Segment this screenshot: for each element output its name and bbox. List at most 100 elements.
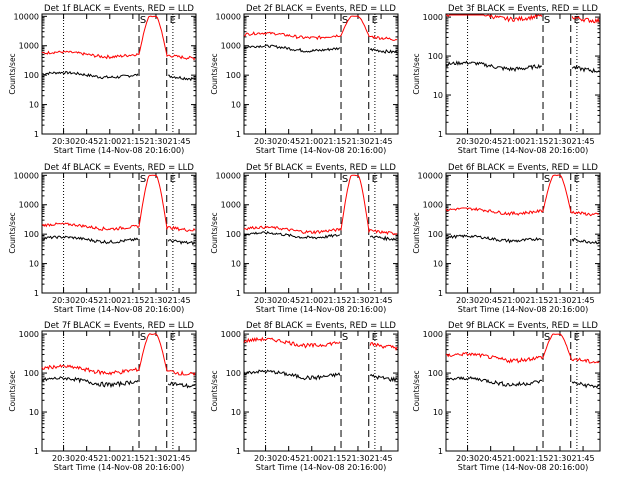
x-tick-label: 21:15: [121, 454, 144, 463]
x-tick-label: 21:15: [525, 296, 548, 305]
x-tick-label: 21:45: [168, 296, 191, 305]
y-axis-label: Counts/sec: [210, 212, 219, 253]
y-tick-label: 10: [231, 260, 241, 269]
end-marker-label: E: [574, 15, 580, 26]
plot-frame: [445, 13, 601, 135]
x-tick-label: 21:15: [525, 454, 548, 463]
lld-series-line: [571, 16, 600, 24]
x-tick-label: 21:00: [502, 296, 525, 305]
x-tick-label: 20:30: [254, 137, 277, 146]
y-tick-label: 1000: [221, 330, 241, 339]
events-series-line: [445, 60, 543, 73]
y-tick-label: 1000: [19, 42, 39, 51]
x-axis-label: Start Time (14-Nov-08 20:16:00): [458, 146, 588, 155]
chart-panel-3: Det 3f BLACK = Events, RED = LLD 1 10 100 10…: [412, 4, 601, 155]
events-series-line: [41, 235, 139, 245]
x-tick-label: 21:45: [370, 296, 393, 305]
y-tick-label: 1000: [221, 42, 241, 51]
x-axis-label: Start Time (14-Nov-08 20:16:00): [256, 305, 386, 314]
y-tick-label: 1: [34, 289, 39, 298]
x-tick-label: 21:00: [502, 454, 525, 463]
x-tick-label: 21:30: [548, 296, 571, 305]
y-tick-label: 1: [236, 289, 241, 298]
panel-title: Det 4f BLACK = Events, RED = LLD: [44, 163, 194, 173]
start-marker-label: S: [140, 174, 146, 185]
lld-series-line: [446, 13, 543, 23]
x-tick-label: 20:45: [277, 296, 300, 305]
x-tick-label: 20:30: [52, 137, 75, 146]
events-series-line: [243, 44, 341, 53]
chart-panel-6: Det 6f BLACK = Events, RED = LLD 1 10 100 10…: [412, 163, 601, 314]
x-tick-label: 21:15: [525, 137, 548, 146]
x-tick-label: 21:45: [572, 296, 595, 305]
events-series-line: [571, 237, 600, 245]
lld-series-line: [369, 342, 398, 351]
y-tick-label: 10000: [216, 171, 241, 180]
plot-frame: [243, 330, 399, 452]
events-series-line: [445, 376, 543, 387]
chart-panel-1: Det 1f BLACK = Events, RED = LLD 1 10 100 10…: [8, 4, 197, 155]
lld-series-line: [41, 174, 196, 232]
events-series-line: [445, 234, 542, 244]
x-tick-label: 20:30: [52, 454, 75, 463]
x-tick-label: 21:15: [323, 296, 346, 305]
chart-panel-7: Det 7f BLACK = Events, RED = LLD 1 10 100 10…: [8, 321, 197, 472]
x-tick-label: 20:45: [75, 137, 98, 146]
x-tick-label: 21:00: [300, 137, 323, 146]
events-series-line: [167, 381, 196, 389]
y-tick-label: 10: [433, 408, 443, 417]
panel-title: Det 1f BLACK = Events, RED = LLD: [44, 4, 194, 14]
y-tick-label: 1: [438, 130, 443, 139]
y-axis-label: Counts/sec: [210, 370, 219, 411]
y-tick-label: 100: [428, 230, 443, 239]
x-axis-label: Start Time (14-Nov-08 20:16:00): [458, 305, 588, 314]
panel-title: Det 5f BLACK = Events, RED = LLD: [246, 163, 396, 173]
end-marker-label: E: [372, 332, 378, 343]
y-tick-label: 1: [236, 130, 241, 139]
y-tick-label: 1000: [423, 13, 443, 22]
y-axis-label: Counts/sec: [8, 53, 17, 94]
x-tick-label: 21:30: [144, 296, 167, 305]
y-tick-label: 1: [34, 447, 39, 456]
x-tick-label: 21:15: [323, 137, 346, 146]
events-series-line: [571, 381, 600, 389]
y-tick-label: 10: [231, 101, 241, 110]
chart-panel-8: Det 8f BLACK = Events, RED = LLD 1 10 100 10…: [210, 321, 399, 472]
x-tick-label: 21:00: [98, 454, 121, 463]
y-tick-label: 100: [24, 369, 39, 378]
x-tick-label: 21:30: [346, 137, 369, 146]
x-tick-label: 21:30: [144, 454, 167, 463]
y-tick-label: 1000: [19, 201, 39, 210]
x-tick-label: 20:45: [277, 454, 300, 463]
plot-frame: [41, 330, 197, 452]
start-marker-label: S: [140, 15, 146, 26]
x-tick-label: 21:45: [168, 137, 191, 146]
y-tick-label: 1000: [221, 201, 241, 210]
x-tick-label: 20:30: [456, 454, 479, 463]
x-axis-label: Start Time (14-Nov-08 20:16:00): [54, 463, 184, 472]
y-axis-label: Counts/sec: [412, 53, 421, 94]
events-series-line: [243, 230, 341, 240]
x-tick-label: 20:45: [479, 454, 502, 463]
start-marker-label: S: [544, 15, 550, 26]
x-tick-label: 21:45: [168, 454, 191, 463]
y-tick-label: 10: [29, 101, 39, 110]
x-tick-label: 20:30: [456, 137, 479, 146]
x-tick-label: 21:00: [502, 137, 525, 146]
x-tick-label: 21:30: [548, 454, 571, 463]
end-marker-label: E: [170, 174, 176, 185]
y-tick-label: 10: [433, 91, 443, 100]
x-axis-label: Start Time (14-Nov-08 20:16:00): [256, 146, 386, 155]
start-marker-label: S: [544, 174, 550, 185]
panel-title: Det 6f BLACK = Events, RED = LLD: [448, 163, 598, 173]
y-tick-label: 1000: [423, 201, 443, 210]
y-tick-label: 10: [29, 260, 39, 269]
panel-title: Det 7f BLACK = Events, RED = LLD: [44, 321, 194, 331]
x-tick-label: 21:30: [346, 454, 369, 463]
y-tick-label: 1: [236, 447, 241, 456]
panel-title: Det 3f BLACK = Events, RED = LLD: [448, 4, 598, 14]
y-tick-label: 100: [226, 369, 241, 378]
end-marker-label: E: [574, 174, 580, 185]
x-tick-label: 21:45: [572, 454, 595, 463]
plot-frame: [243, 172, 399, 294]
